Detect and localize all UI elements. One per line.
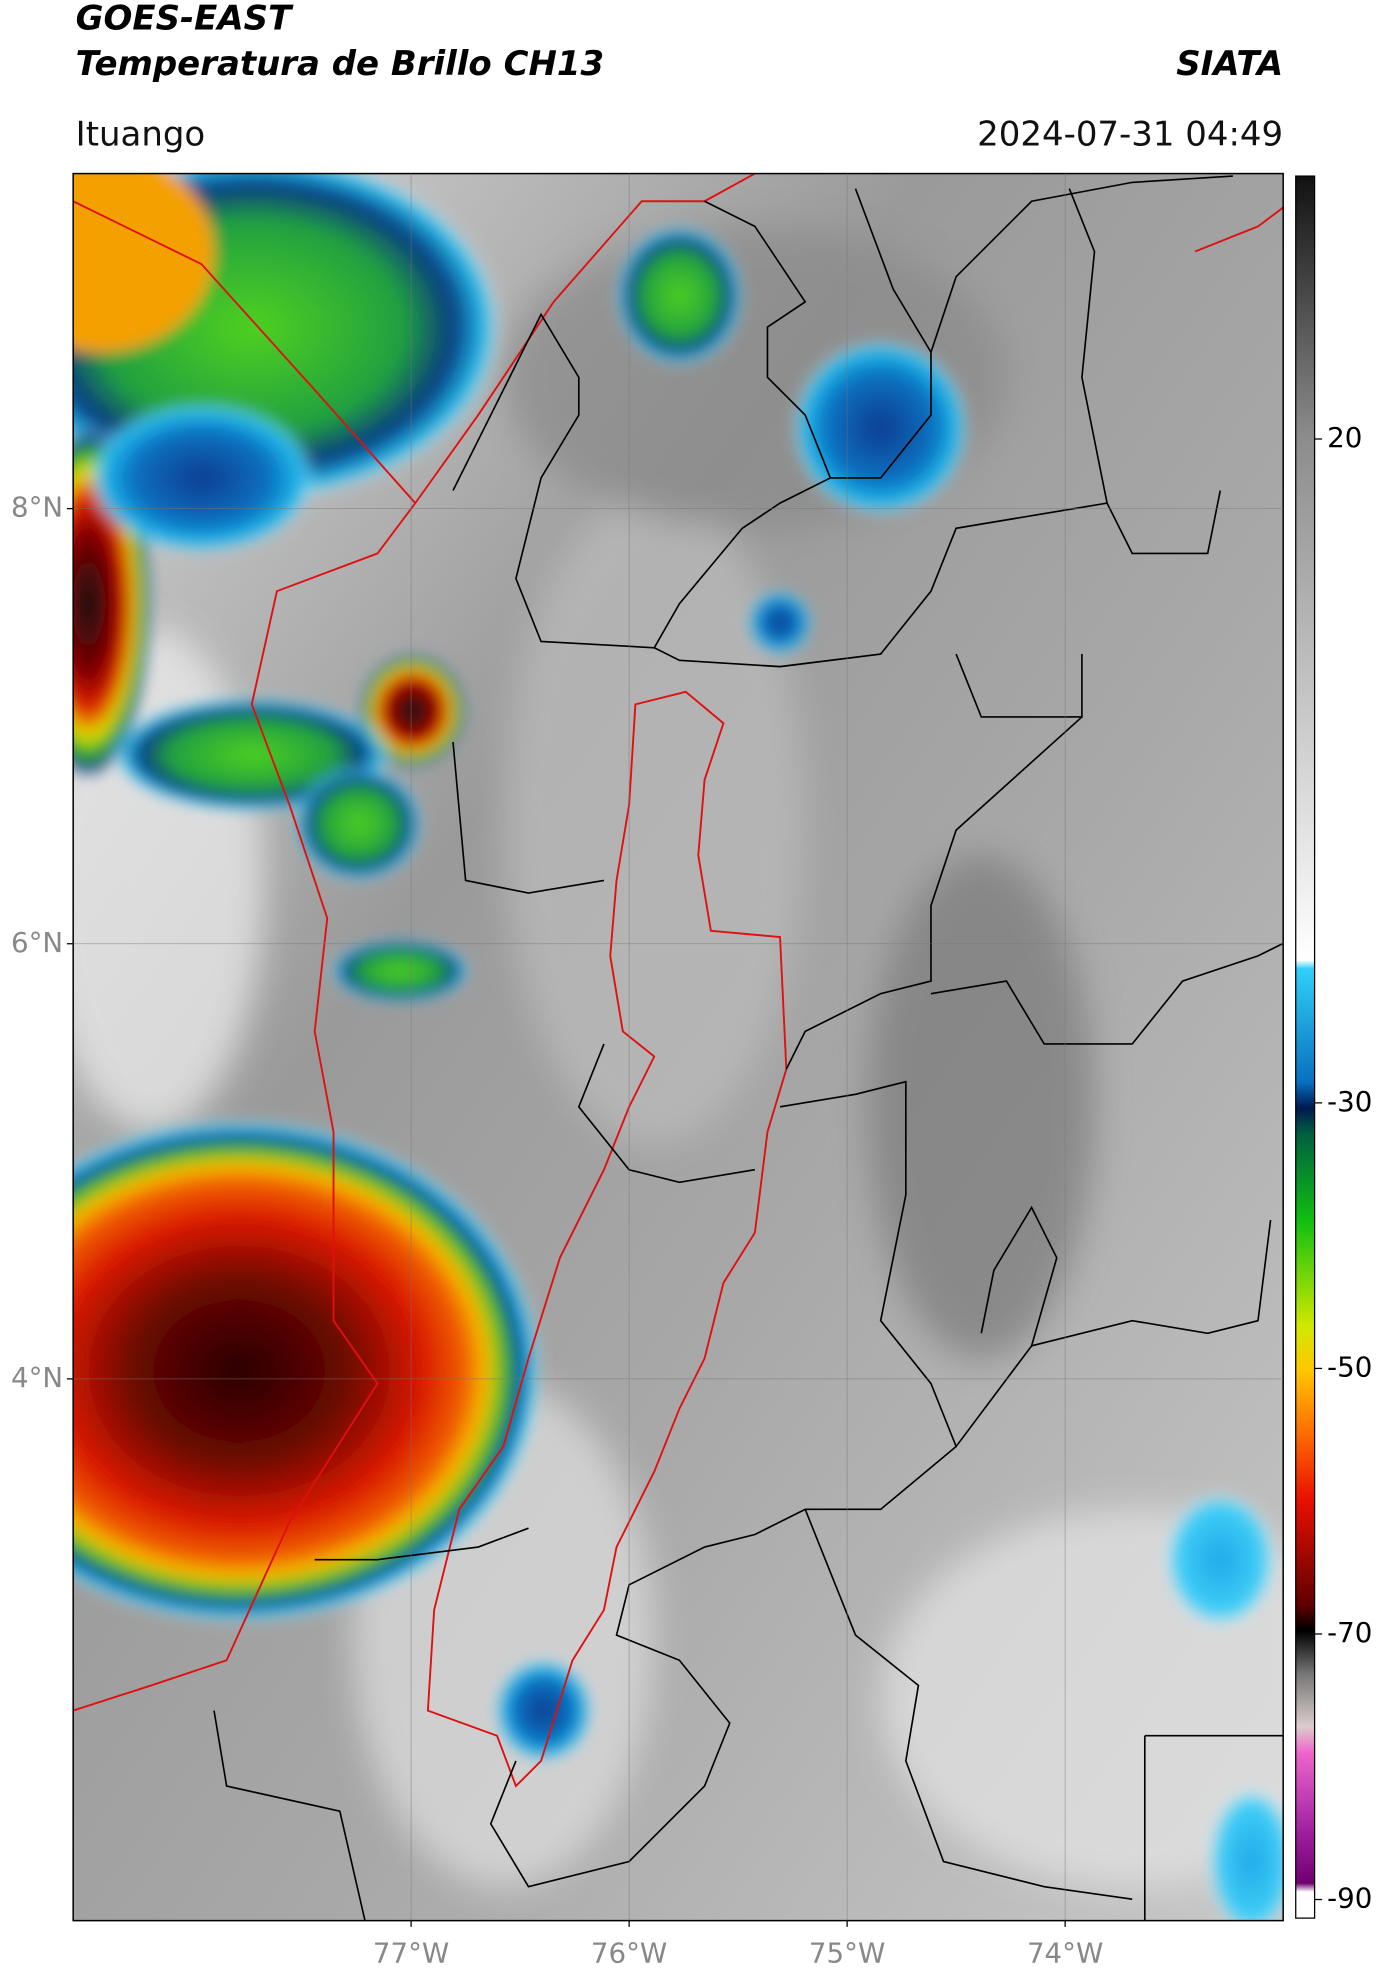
colorbar-tick-label: -90 — [1327, 1882, 1372, 1915]
subtitle: Temperatura de Brillo CH13 — [76, 44, 604, 84]
datetime: 2024-07-31 04:49 — [977, 114, 1283, 154]
y-tick-label: 8°N — [11, 491, 63, 524]
colorbar-tick-label: -70 — [1327, 1616, 1372, 1649]
colorbar-tick-label: 20 — [1327, 421, 1362, 454]
colorbar — [1295, 175, 1316, 1919]
x-tick-label: 74°W — [1027, 1937, 1103, 1970]
satellite-image — [73, 173, 1284, 1921]
y-tick-label: 4°N — [11, 1361, 63, 1394]
x-tick-label: 77°W — [373, 1937, 449, 1970]
y-tick-label: 6°N — [11, 926, 63, 959]
borders — [73, 173, 1284, 1921]
agency: SIATA — [1176, 44, 1283, 84]
colorbar-tick-label: -30 — [1327, 1085, 1372, 1118]
title: GOES-EAST — [76, 0, 294, 39]
map-frame — [72, 172, 1284, 1922]
x-tick-label: 75°W — [809, 1937, 885, 1970]
location: Ituango — [76, 114, 206, 154]
x-tick-label: 76°W — [591, 1937, 667, 1970]
colorbar-tick-label: -50 — [1327, 1350, 1372, 1383]
